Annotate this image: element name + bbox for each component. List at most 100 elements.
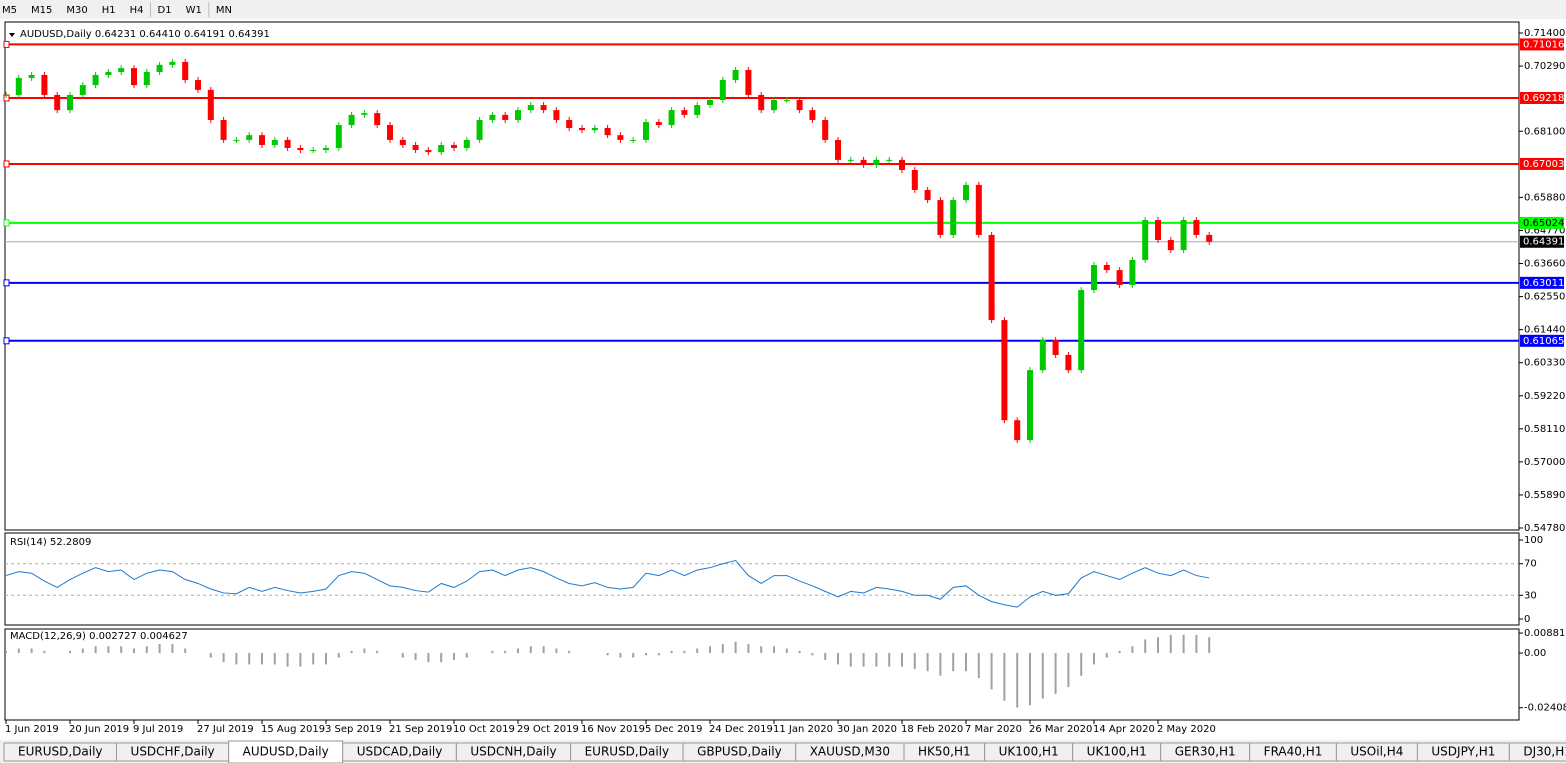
tab-label[interactable]: GBPUSD,Daily: [697, 745, 782, 759]
x-tick-label: 20 Jun 2019: [69, 724, 129, 735]
tab-label[interactable]: EURUSD,Daily: [18, 745, 103, 759]
timeframe-button[interactable]: MN: [216, 5, 232, 16]
candle: [924, 189, 931, 201]
candle: [988, 234, 995, 321]
macd-panel: [4, 628, 1520, 721]
candle: [425, 150, 432, 153]
timeframe-button[interactable]: H4: [130, 5, 144, 16]
candle: [950, 200, 957, 235]
x-tick-label: 7 Mar 2020: [965, 724, 1022, 735]
candle: [41, 74, 48, 95]
y-tick-label: 0.00: [1524, 648, 1546, 659]
level-label: 0.63011: [1523, 278, 1564, 289]
candle: [1142, 220, 1149, 260]
candle: [361, 113, 368, 115]
candle: [515, 110, 521, 120]
timeframe-button[interactable]: H1: [102, 5, 116, 16]
candle: [694, 105, 701, 115]
candle: [1014, 420, 1021, 441]
tab-label[interactable]: HK50,H1: [918, 745, 971, 759]
y-tick-label: 0.64770: [1524, 225, 1565, 236]
timeframe-button[interactable]: M5: [2, 5, 17, 16]
rsi-title: RSI(14) 52.2809: [10, 537, 91, 548]
timeframe-button[interactable]: W1: [186, 5, 202, 16]
candle: [143, 72, 150, 86]
candle: [886, 159, 893, 161]
x-tick-label: 21 Sep 2019: [389, 724, 452, 735]
candle: [1039, 340, 1046, 371]
x-tick-label: 3 Sep 2019: [325, 724, 382, 735]
level-box: [1520, 276, 1564, 289]
tab-label[interactable]: DJ30,H1: [1523, 745, 1566, 759]
candle: [1206, 234, 1213, 242]
candle: [911, 169, 918, 190]
tab-label[interactable]: AUDUSD,Daily: [243, 745, 329, 759]
candle: [399, 139, 406, 145]
timeframe-button[interactable]: M30: [66, 5, 87, 16]
candle: [476, 119, 483, 140]
tab-label[interactable]: XAUUSD,M30: [810, 745, 890, 759]
timeframe-button[interactable]: D1: [158, 5, 172, 16]
x-tick-label: 1 Jun 2019: [5, 724, 59, 735]
level-label: 0.61065: [1523, 336, 1564, 347]
level-marker: [3, 40, 10, 48]
candle: [195, 80, 201, 90]
x-tick-label: 30 Jan 2020: [837, 724, 897, 735]
y-tick-label: 0.71400: [1524, 28, 1565, 39]
rsi-panel: [4, 532, 1520, 626]
x-tick-label: 10 Oct 2019: [453, 724, 515, 735]
candle: [963, 184, 969, 201]
tab[interactable]: [1508, 742, 1566, 762]
tab-label[interactable]: USDJPY,H1: [1431, 745, 1495, 759]
tab-label[interactable]: UK100,H1: [1087, 745, 1147, 759]
x-tick-label: 5 Dec 2019: [645, 724, 703, 735]
candle: [668, 110, 675, 126]
candle: [1167, 239, 1174, 251]
tab-label[interactable]: USDCAD,Daily: [357, 745, 443, 759]
y-tick-label: 0.55890: [1524, 490, 1565, 501]
candle: [233, 139, 240, 141]
candle: [1065, 354, 1072, 371]
y-tick-label: 0.60330: [1524, 358, 1565, 369]
x-tick-label: 9 Jul 2019: [133, 724, 183, 735]
tab-label[interactable]: GER30,H1: [1175, 745, 1236, 759]
level-label: 0.71016: [1523, 39, 1564, 50]
candle: [809, 110, 816, 120]
candle: [579, 128, 585, 131]
timeframe-button[interactable]: M15: [31, 5, 52, 16]
candle: [220, 119, 227, 140]
candle: [182, 61, 189, 81]
candle: [873, 159, 880, 165]
y-tick-label: 0.65880: [1524, 192, 1565, 203]
tab-label[interactable]: FRA40,H1: [1264, 745, 1323, 759]
level-marker: [3, 337, 10, 345]
candle: [451, 144, 457, 148]
candle: [1116, 270, 1123, 285]
tab-label[interactable]: USDCHF,Daily: [131, 745, 215, 759]
x-tick-label: 27 Jul 2019: [197, 724, 254, 735]
candle: [284, 139, 291, 148]
tab-label[interactable]: UK100,H1: [999, 745, 1059, 759]
candle: [489, 114, 496, 120]
candle: [387, 125, 393, 140]
y-tick-label: 0.58110: [1524, 424, 1565, 435]
tab-label[interactable]: EURUSD,Daily: [585, 745, 670, 759]
tab-label[interactable]: USDCNH,Daily: [470, 745, 556, 759]
header-arrow: [9, 33, 15, 37]
y-tick-label: 0.68100: [1524, 126, 1565, 137]
tab-label[interactable]: USOil,H4: [1350, 745, 1403, 759]
candle: [553, 110, 560, 120]
candle: [681, 110, 688, 115]
x-tick-label: 18 Feb 2020: [901, 724, 963, 735]
candle: [540, 105, 547, 111]
candle: [1001, 320, 1008, 421]
candle: [79, 85, 86, 95]
x-tick-label: 2 May 2020: [1157, 724, 1216, 735]
candle: [259, 135, 265, 145]
candle: [604, 128, 611, 136]
y-tick-label: 0.63660: [1524, 259, 1565, 270]
level-box: [1520, 91, 1564, 104]
y-tick-label: 0.54780: [1524, 523, 1565, 534]
